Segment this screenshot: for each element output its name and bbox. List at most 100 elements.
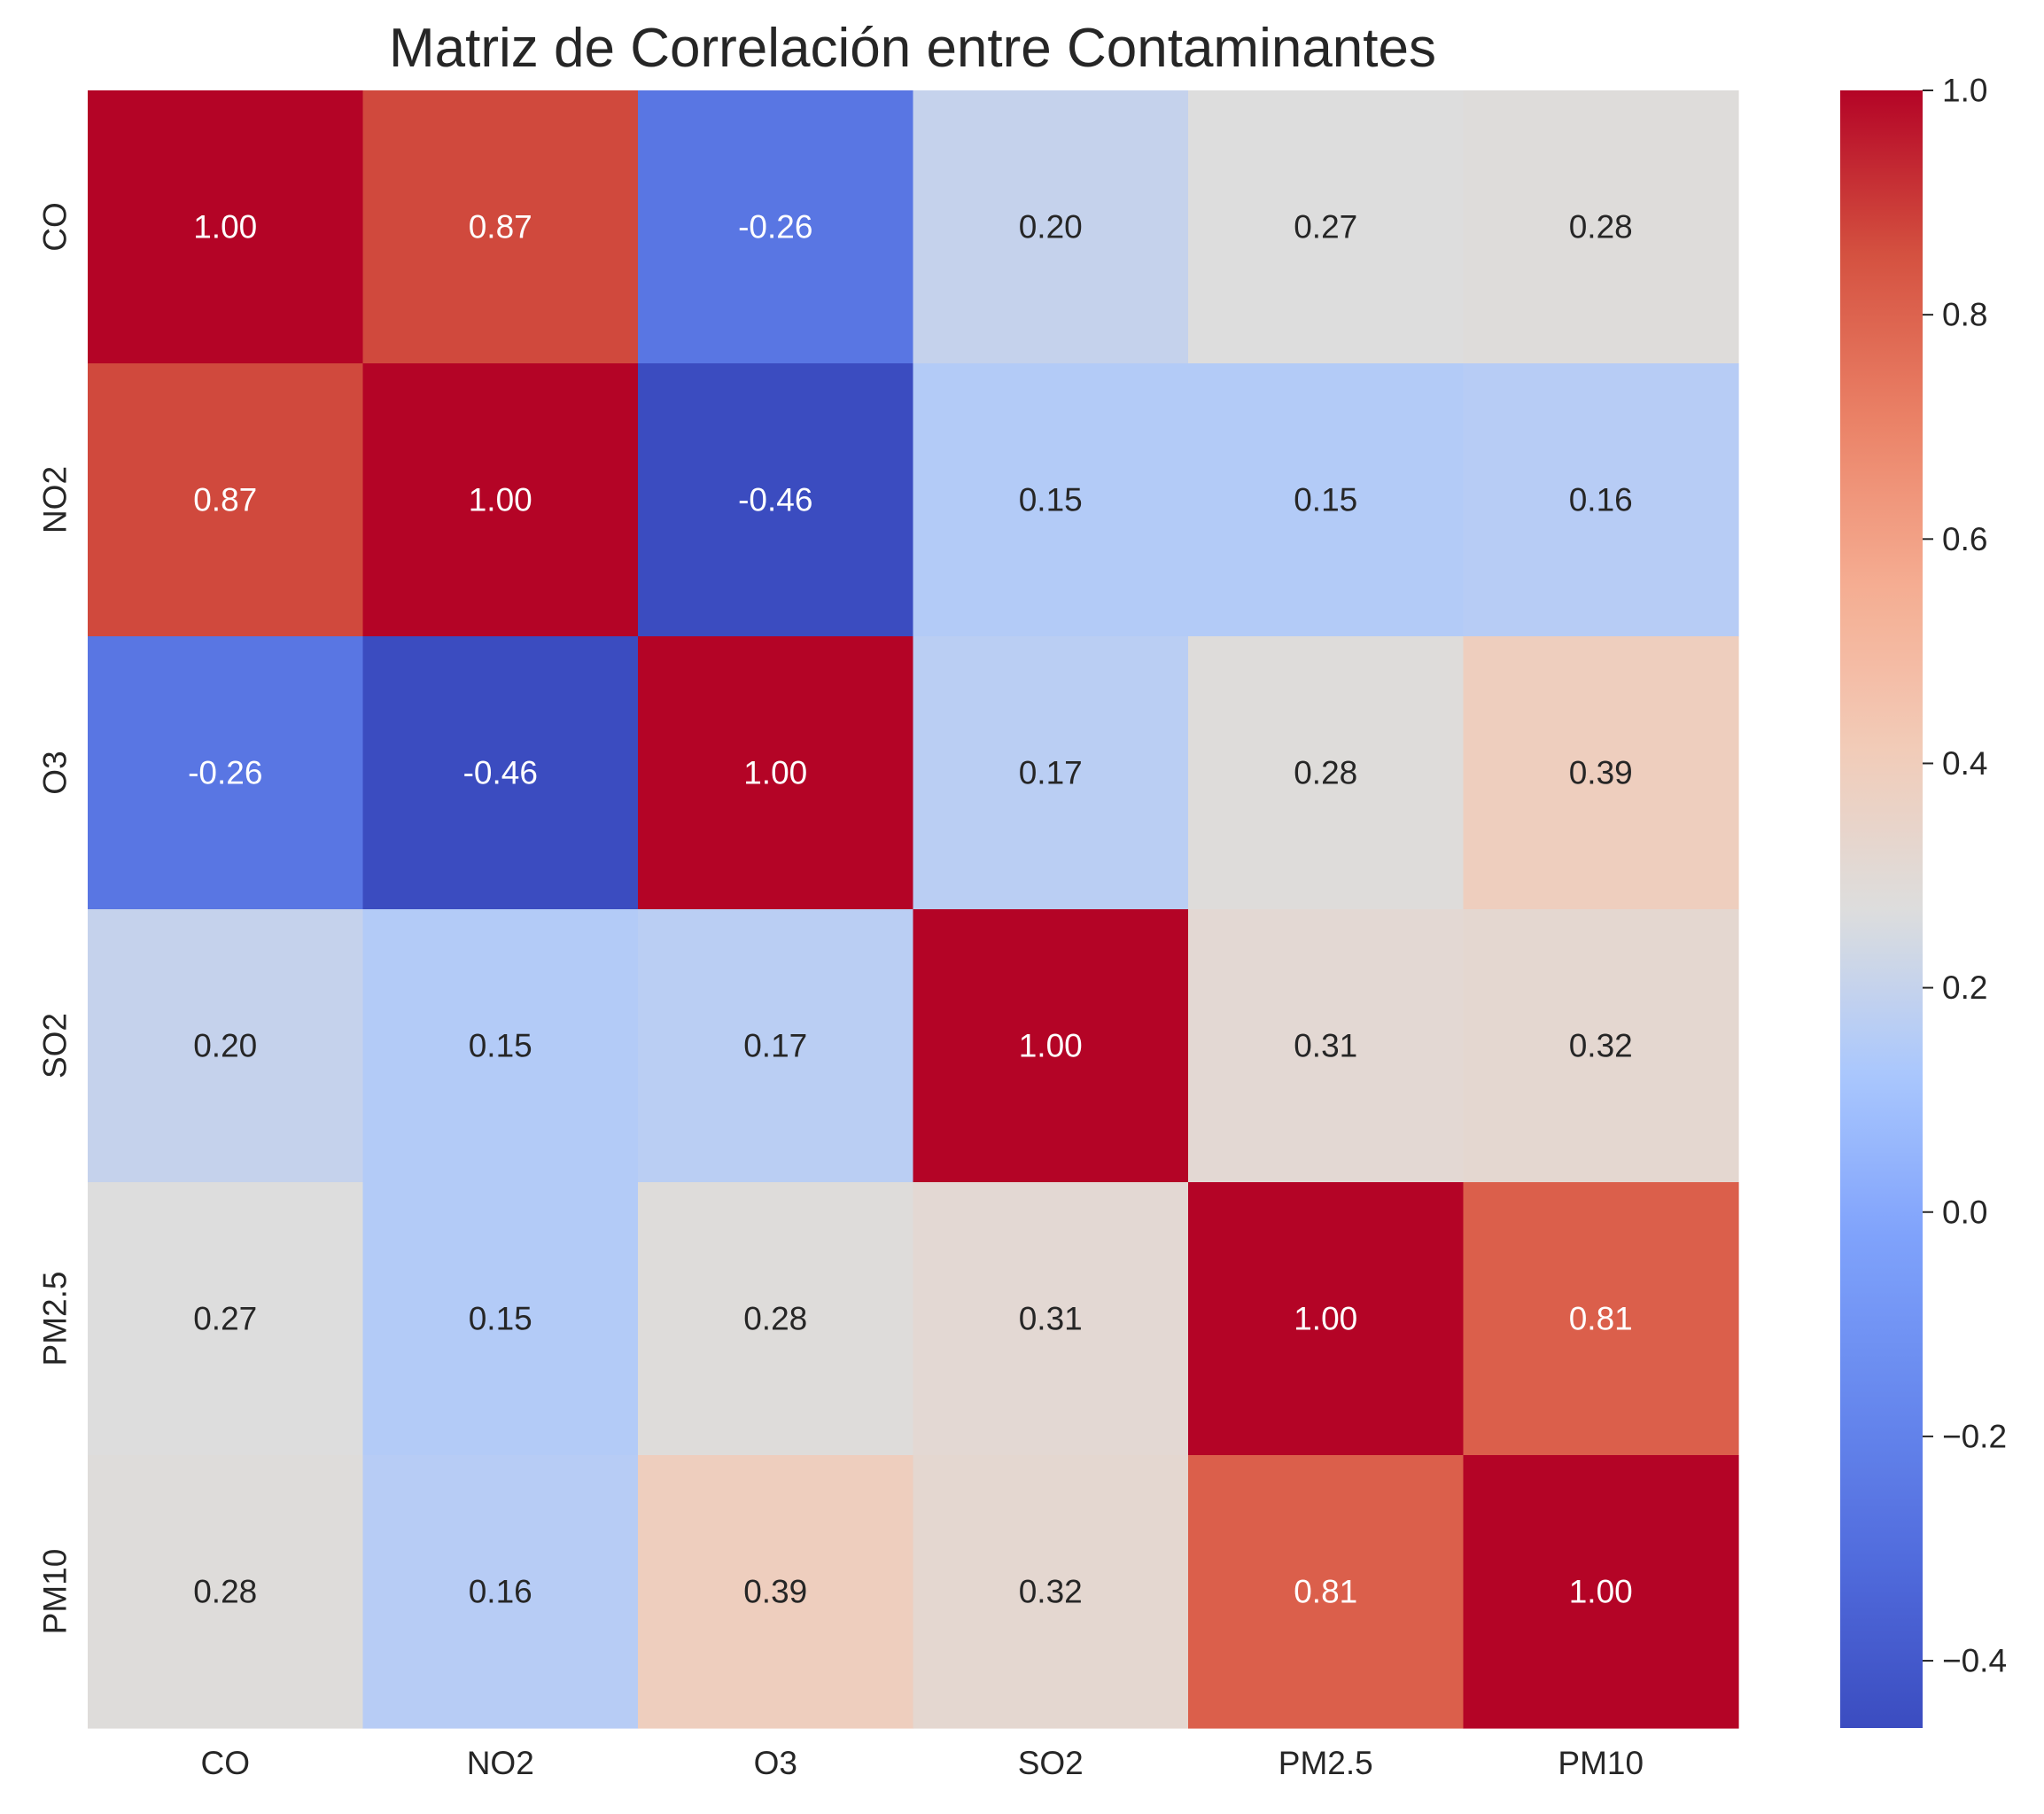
heatmap-cell-value: 0.32: [1569, 1028, 1633, 1064]
heatmap-cell-value: -0.46: [463, 755, 538, 791]
heatmap-cell-value: 0.28: [1569, 209, 1633, 245]
heatmap-cell: [1188, 636, 1465, 910]
heatmap-cell-value: 0.81: [1569, 1301, 1633, 1337]
heatmap-cell: [88, 1455, 364, 1729]
heatmap-cell-value: 0.39: [1569, 755, 1633, 791]
heatmap-cell: [362, 909, 639, 1183]
heatmap-cell: [913, 1182, 1189, 1456]
heatmap-cell-value: 0.15: [469, 1301, 532, 1337]
heatmap-cell: [1463, 363, 1739, 637]
heatmap-cell-value: 0.16: [469, 1574, 532, 1610]
heatmap-cell-value: 0.31: [1019, 1301, 1083, 1337]
heatmap-cell-value: 0.20: [1019, 209, 1083, 245]
heatmap-cell-value: 0.16: [1569, 482, 1633, 518]
colorbar-tick-label: −0.4: [1942, 1643, 2007, 1679]
heatmap-cell: [362, 636, 639, 910]
heatmap-cell: [638, 1455, 914, 1729]
heatmap-cell-value: 0.39: [743, 1574, 807, 1610]
heatmap-cell: [1463, 90, 1739, 364]
heatmap-cell-value: 1.00: [469, 482, 532, 518]
heatmap-cell-value: 1.00: [1569, 1574, 1633, 1610]
heatmap-cell: [638, 909, 914, 1183]
x-tick-label: CO: [201, 1745, 251, 1781]
heatmap-cell-value: 1.00: [193, 209, 257, 245]
colorbar-tick-label: −0.2: [1942, 1418, 2007, 1454]
heatmap-cell-value: 1.00: [1294, 1301, 1357, 1337]
heatmap-cell: [913, 363, 1189, 637]
heatmap-cell: [913, 636, 1189, 910]
heatmap-cell: [638, 636, 914, 910]
heatmap-cell: [88, 90, 364, 364]
heatmap-cell: [88, 363, 364, 637]
heatmap-cell: [362, 90, 639, 364]
x-tick-label: O3: [754, 1745, 797, 1781]
heatmap-cell-value: 0.20: [193, 1028, 257, 1064]
heatmap-cell: [913, 909, 1189, 1183]
heatmap-cell: [362, 363, 639, 637]
heatmap-cell: [1188, 1455, 1465, 1729]
heatmap-cell-value: 0.27: [193, 1301, 257, 1337]
y-tick-label: O3: [37, 751, 74, 794]
heatmap-cell-value: 0.17: [1019, 755, 1083, 791]
heatmap-cell: [1188, 1182, 1465, 1456]
y-tick-label: NO2: [37, 466, 74, 533]
heatmap-cell-value: 0.27: [1294, 209, 1357, 245]
colorbar-tick-label: 0.0: [1942, 1194, 1987, 1230]
y-axis-tick-labels: CO NO2 O3 SO2 PM2.5 PM10: [37, 202, 74, 1634]
heatmap-cell-value: 0.81: [1294, 1574, 1357, 1610]
x-tick-label: PM10: [1558, 1745, 1644, 1781]
heatmap-cell: [913, 90, 1189, 364]
heatmap-cell: [1188, 363, 1465, 637]
x-axis-tick-labels: CO NO2 O3 SO2 PM2.5 PM10: [201, 1745, 1644, 1781]
heatmap-cell-value: 0.28: [1294, 755, 1357, 791]
heatmap-cell: [638, 90, 914, 364]
heatmap-cell: [362, 1455, 639, 1729]
heatmap-cell-value: 0.28: [743, 1301, 807, 1337]
heatmap-cells: 1.00 0.87 -0.26 0.20 0.27 0.28 0.87 1.00 -0.46 0.…: [88, 90, 1739, 1729]
heatmap-cell: [638, 1182, 914, 1456]
heatmap-cell: [913, 1455, 1189, 1729]
y-tick-label: PM10: [37, 1549, 74, 1635]
colorbar-tick-label: 0.2: [1942, 969, 1987, 1006]
heatmap-cell-value: 0.17: [743, 1028, 807, 1064]
y-tick-label: SO2: [37, 1013, 74, 1078]
heatmap-cell-value: -0.26: [738, 209, 812, 245]
heatmap-cell: [1188, 909, 1465, 1183]
heatmap-cell: [88, 1182, 364, 1456]
heatmap-cell: [1463, 636, 1739, 910]
heatmap-cell-value: 0.31: [1294, 1028, 1357, 1064]
heatmap-cell: [638, 363, 914, 637]
heatmap-cell: [88, 636, 364, 910]
heatmap-cell: [88, 909, 364, 1183]
heatmap-cell-value: 0.15: [1294, 482, 1357, 518]
colorbar-tick-label: 0.6: [1942, 521, 1987, 557]
colorbar-tick-label: 0.8: [1942, 297, 1987, 333]
heatmap-cell-value: -0.26: [188, 755, 262, 791]
y-tick-label: PM2.5: [37, 1272, 74, 1366]
colorbar: [1840, 90, 1923, 1728]
heatmap-cell-value: -0.46: [738, 482, 812, 518]
x-tick-label: NO2: [467, 1745, 534, 1781]
heatmap-cell-value: 0.28: [193, 1574, 257, 1610]
heatmap-cell-value: 0.87: [193, 482, 257, 518]
colorbar-tick-label: 0.4: [1942, 745, 1987, 782]
x-tick-label: SO2: [1018, 1745, 1084, 1781]
heatmap-cell-value: 1.00: [743, 755, 807, 791]
heatmap-cell: [362, 1182, 639, 1456]
colorbar-tick-labels: 1.0 0.8 0.6 0.4 0.2 0.0 −0.2 −0.4: [1923, 73, 2007, 1679]
heatmap-cell-value: 0.15: [1019, 482, 1083, 518]
heatmap-cell-value: 0.87: [469, 209, 532, 245]
heatmap-cell: [1463, 909, 1739, 1183]
heatmap-cell-value: 0.15: [469, 1028, 532, 1064]
colorbar-scale: [1840, 90, 1923, 1728]
heatmap-cell-value: 0.32: [1019, 1574, 1083, 1610]
x-tick-label: PM2.5: [1278, 1745, 1373, 1781]
y-tick-label: CO: [37, 202, 74, 252]
heatmap-cell: [1463, 1182, 1739, 1456]
colorbar-tick-label: 1.0: [1942, 73, 1987, 109]
heatmap-cell: [1463, 1455, 1739, 1729]
heatmap-cell-value: 1.00: [1019, 1028, 1083, 1064]
chart-title: Matriz de Correlación entre Contaminante…: [389, 18, 1436, 79]
heatmap-cell: [1188, 90, 1465, 364]
